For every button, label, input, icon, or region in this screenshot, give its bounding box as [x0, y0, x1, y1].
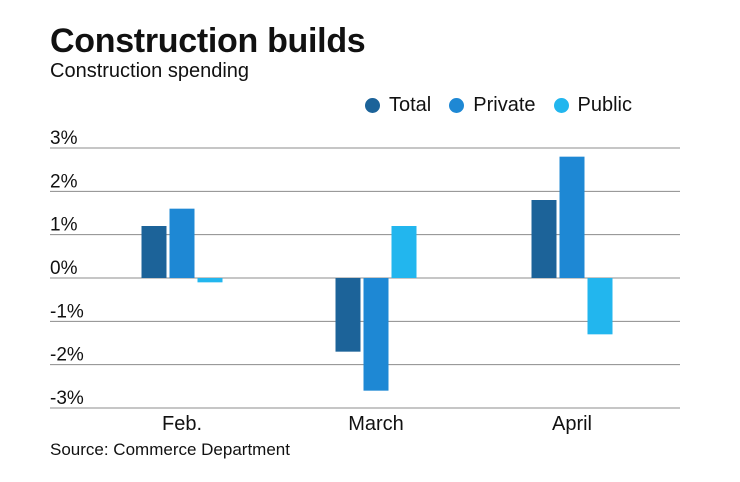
- legend-label-public: Public: [577, 94, 632, 116]
- legend-swatch-total: [365, 98, 380, 113]
- legend: Total Private Public: [365, 94, 650, 117]
- source-note: Source: Commerce Department: [50, 440, 290, 459]
- bar-private-1: [363, 278, 389, 391]
- y-tick-label: 1%: [50, 215, 78, 236]
- y-tick-label: -2%: [50, 345, 84, 366]
- legend-item-public: Public: [553, 94, 632, 117]
- bar-total-2: [531, 200, 557, 278]
- bar-public-2: [587, 278, 613, 335]
- bar-public-0: [197, 278, 223, 283]
- legend-item-total: Total: [365, 94, 431, 117]
- legend-item-private: Private: [449, 94, 536, 117]
- bar-total-0: [141, 226, 167, 278]
- legend-swatch-private: [449, 98, 465, 113]
- bar-total-1: [335, 278, 361, 352]
- chart-subtitle: Construction spending: [50, 60, 250, 82]
- x-tick-label: March: [348, 413, 404, 435]
- legend-label-total: Total: [389, 94, 432, 116]
- y-tick-label: 3%: [50, 128, 78, 149]
- x-tick-label: Feb.: [162, 413, 202, 435]
- legend-swatch-public: [553, 98, 569, 113]
- y-tick-label: -3%: [50, 388, 84, 409]
- legend-label-private: Private: [473, 94, 536, 116]
- bar-private-0: [169, 208, 195, 278]
- y-tick-label: -1%: [50, 301, 84, 322]
- x-tick-label: April: [552, 413, 592, 435]
- chart-title: Construction builds: [50, 22, 366, 60]
- bar-private-2: [559, 156, 585, 278]
- bar-public-1: [391, 226, 417, 278]
- y-tick-label: 0%: [50, 258, 78, 279]
- y-tick-label: 2%: [50, 171, 78, 192]
